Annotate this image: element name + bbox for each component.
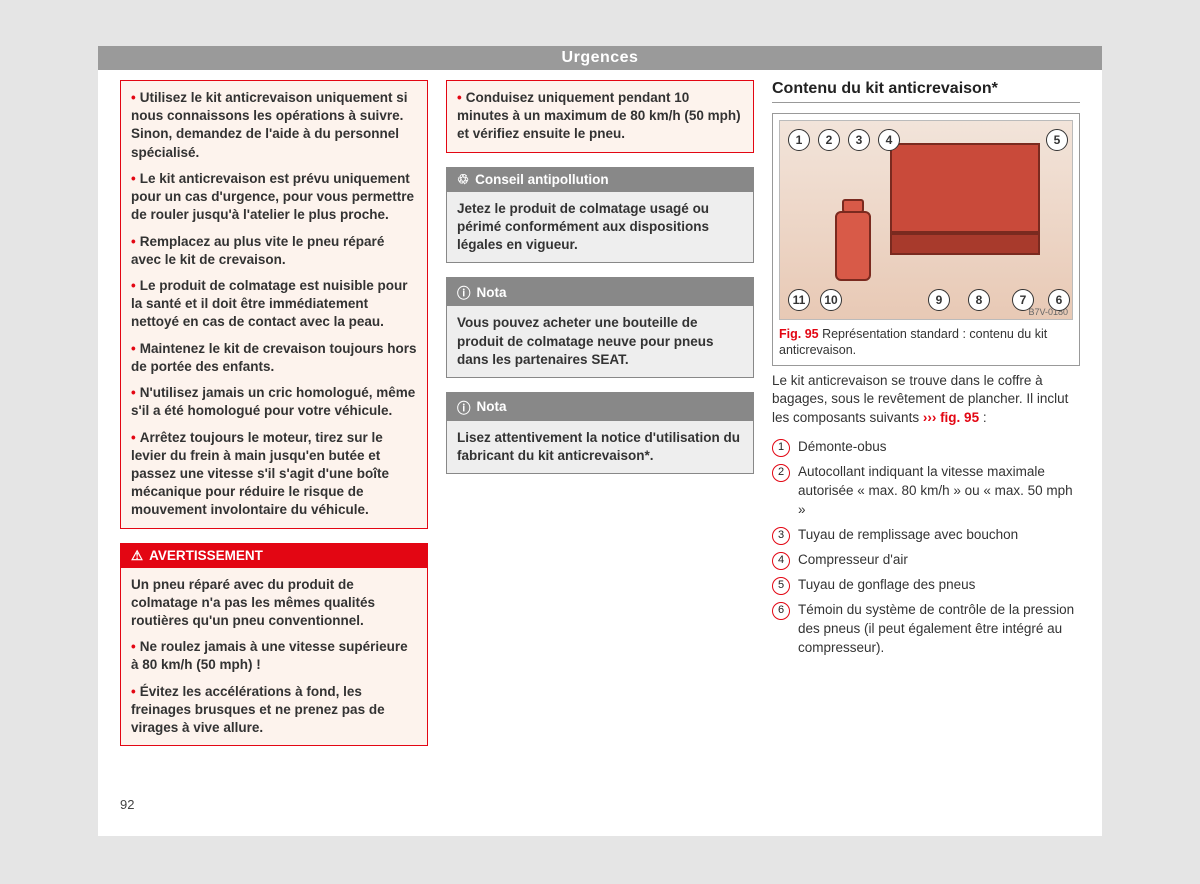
- component-text: Tuyau de remplissage avec bouchon: [798, 526, 1018, 545]
- component-text: Autocollant indiquant la vitesse maximal…: [798, 463, 1080, 520]
- component-number: 3: [772, 527, 790, 545]
- page-header: Urgences: [98, 46, 1102, 70]
- nota2-header: ⓘ Nota: [446, 392, 754, 421]
- figure-callout: 6: [1048, 289, 1070, 311]
- column-1: Utilisez le kit anticrevaison uniquement…: [120, 80, 428, 760]
- intro-text: Le kit anticrevaison se trouve dans le c…: [772, 372, 1080, 429]
- section-title: Contenu du kit anticrevaison*: [772, 80, 1080, 103]
- figure-label: Fig. 95: [779, 327, 819, 341]
- info-icon: ⓘ: [457, 282, 471, 302]
- figure-callout: 5: [1046, 129, 1068, 151]
- component-number: 5: [772, 577, 790, 595]
- info-icon: ⓘ: [457, 397, 471, 417]
- list-item: Arrêtez toujours le moteur, tirez sur le…: [131, 429, 417, 520]
- figure-callout: 3: [848, 129, 870, 151]
- figure-callout: 11: [788, 289, 810, 311]
- figure-callout: 1: [788, 129, 810, 151]
- nota1-title: Nota: [477, 285, 507, 300]
- figure-image: B7V-0180 1234567891011: [779, 120, 1073, 320]
- warning-icon: ⚠: [131, 548, 143, 564]
- figure-callout: 9: [928, 289, 950, 311]
- components-list: 1 Démonte-obus 2 Autocollant indiquant la v…: [772, 438, 1080, 657]
- warning-box: Un pneu réparé avec du produit de colmat…: [120, 568, 428, 747]
- manual-page: Urgences Utilisez le kit anticrevaison u…: [98, 46, 1102, 836]
- component-number: 2: [772, 464, 790, 482]
- component-item: 4 Compresseur d'air: [772, 551, 1080, 570]
- figure-callout: 7: [1012, 289, 1034, 311]
- column-2: Conduisez uniquement pendant 10 minutes …: [446, 80, 754, 760]
- component-text: Compresseur d'air: [798, 551, 908, 570]
- component-number: 4: [772, 552, 790, 570]
- component-item: 3 Tuyau de remplissage avec bouchon: [772, 526, 1080, 545]
- list-item: Le produit de colmatage est nuisible pou…: [131, 277, 417, 332]
- component-item: 1 Démonte-obus: [772, 438, 1080, 457]
- component-item: 2 Autocollant indiquant la vitesse maxima…: [772, 463, 1080, 520]
- figure-caption-text: Représentation standard : contenu du kit…: [779, 327, 1047, 357]
- safety-box-2: Conduisez uniquement pendant 10 minutes …: [446, 80, 754, 153]
- list-item: Évitez les accélérations à fond, les fre…: [131, 683, 417, 738]
- list-item: Le kit anticrevaison est prévu uniquemen…: [131, 170, 417, 225]
- intro-span: Le kit anticrevaison se trouve dans le c…: [772, 373, 1068, 426]
- figure-callout: 10: [820, 289, 842, 311]
- list-item: Maintenez le kit de crevaison toujours h…: [131, 340, 417, 376]
- figure-callout: 8: [968, 289, 990, 311]
- list-item: Utilisez le kit anticrevaison uniquement…: [131, 89, 417, 162]
- column-3: Contenu du kit anticrevaison* B7V-0180 1…: [772, 80, 1080, 760]
- list-item: Conduisez uniquement pendant 10 minutes …: [457, 89, 743, 144]
- component-item: 6 Témoin du système de contrôle de la pre…: [772, 601, 1080, 658]
- nota2-box: Lisez attentivement la notice d'utilisat…: [446, 421, 754, 474]
- figure-box: B7V-0180 1234567891011 Fig. 95 Représent…: [772, 113, 1080, 366]
- warning-header: ⚠ AVERTISSEMENT: [120, 543, 428, 568]
- list-item: Ne roulez jamais à une vitesse supérieur…: [131, 638, 417, 674]
- component-item: 5 Tuyau de gonflage des pneus: [772, 576, 1080, 595]
- conseil-title: Conseil antipollution: [475, 172, 609, 187]
- conseil-box: Jetez le produit de colmatage usagé ou p…: [446, 192, 754, 264]
- component-text: Démonte-obus: [798, 438, 887, 457]
- nota2-title: Nota: [477, 399, 507, 414]
- recycle-icon: ♲: [457, 172, 469, 188]
- component-text: Témoin du système de contrôle de la pres…: [798, 601, 1080, 658]
- warning-title: AVERTISSEMENT: [149, 548, 263, 563]
- warning-intro: Un pneu réparé avec du produit de colmat…: [131, 576, 417, 631]
- conseil-header: ♲ Conseil antipollution: [446, 167, 754, 192]
- list-item: Remplacez au plus vite le pneu réparé av…: [131, 233, 417, 269]
- content-columns: Utilisez le kit anticrevaison uniquement…: [98, 70, 1102, 760]
- figure-callout: 4: [878, 129, 900, 151]
- component-number: 6: [772, 602, 790, 620]
- safety-box-1: Utilisez le kit anticrevaison uniquement…: [120, 80, 428, 529]
- nota1-header: ⓘ Nota: [446, 277, 754, 306]
- figure-callout: 2: [818, 129, 840, 151]
- nota1-box: Vous pouvez acheter une bouteille de pro…: [446, 306, 754, 378]
- figure-caption: Fig. 95 Représentation standard : conten…: [779, 326, 1073, 359]
- page-number: 92: [120, 797, 134, 812]
- component-number: 1: [772, 439, 790, 457]
- list-item: N'utilisez jamais un cric homologué, mêm…: [131, 384, 417, 420]
- figure-reference: ››› fig. 95: [923, 410, 979, 425]
- component-text: Tuyau de gonflage des pneus: [798, 576, 975, 595]
